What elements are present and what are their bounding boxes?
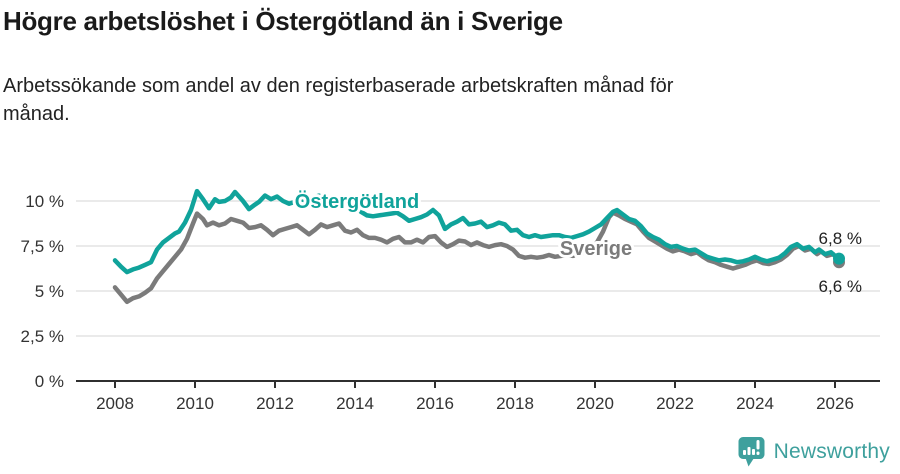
x-tick-label: 2020 [576, 394, 614, 413]
page-title: Högre arbetslöshet i Östergötland än i S… [3, 6, 563, 36]
series-end-dot-ostergotland [833, 252, 845, 265]
chart-subtitle: Arbetssökande som andel av den registerb… [3, 75, 674, 125]
x-tick-label: 2016 [416, 394, 454, 413]
y-tick-label: 7,5 % [21, 237, 64, 256]
y-tick-label: 10 % [25, 192, 64, 211]
x-tick-label: 2010 [176, 394, 214, 413]
series-label-sverige: Sverige [560, 238, 632, 260]
x-tick-label: 2026 [816, 394, 854, 413]
newsworthy-logo: Newsworthy [738, 436, 890, 467]
y-tick-label: 5 % [35, 282, 64, 301]
end-value-label-ostergotland: 6,8 % [819, 229, 862, 248]
unemployment-line-chart: 2008 2010 2012 2014 2016 2018 2020 2022 2024 2026… [21, 187, 880, 413]
series-label-ostergotland: Östergötland [295, 190, 419, 213]
x-tick-label: 2012 [256, 394, 294, 413]
x-tick-label: 2008 [96, 394, 134, 413]
newsworthy-brand-text: Newsworthy [773, 439, 890, 463]
x-tick-label: 2018 [496, 394, 534, 413]
x-tick-label: 2024 [736, 394, 774, 413]
series-line-ostergotland [112, 188, 842, 275]
y-tick-label: 2,5 % [21, 327, 64, 346]
series-line-sverige [112, 210, 842, 305]
end-value-label-sverige: 6,6 % [819, 277, 862, 296]
y-tick-label: 0 % [35, 372, 64, 391]
x-tick-label: 2022 [656, 394, 694, 413]
newsworthy-logo-icon [738, 437, 765, 467]
x-tick-label: 2014 [336, 394, 374, 413]
